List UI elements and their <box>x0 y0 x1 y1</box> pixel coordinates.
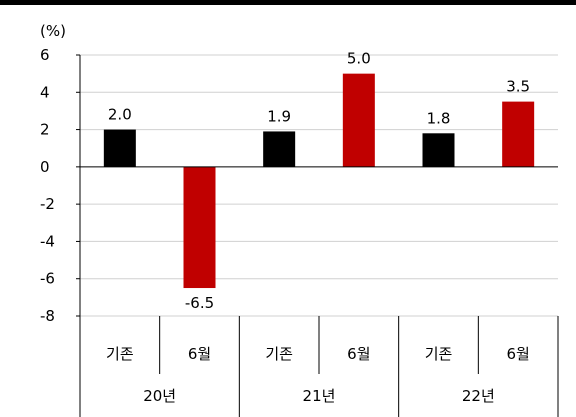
gridlines <box>80 54 558 317</box>
top-rule <box>0 0 576 5</box>
group-label: 22년 <box>462 387 495 405</box>
data-labels: 2.0 -6.5 1.9 5.0 1.8 3.5 <box>108 50 530 312</box>
bar <box>103 129 136 167</box>
y-tick-label: -4 <box>40 232 55 250</box>
data-label: -6.5 <box>185 294 214 312</box>
y-tick-label: 6 <box>40 46 50 64</box>
data-label: 5.0 <box>347 50 371 68</box>
bars <box>103 73 535 289</box>
bar <box>342 73 375 167</box>
data-label: 3.5 <box>506 78 530 96</box>
y-tick-label: 2 <box>40 121 50 139</box>
unit-label: (%) <box>40 22 66 40</box>
bar <box>183 166 216 289</box>
bar <box>422 133 455 167</box>
group-label: 20년 <box>143 387 176 405</box>
data-label: 1.9 <box>267 107 291 125</box>
bar <box>502 101 535 167</box>
axes <box>79 55 558 316</box>
y-axis-ticks: 6 4 2 0 -2 -4 -6 -8 <box>40 46 80 325</box>
y-tick-label: 4 <box>40 83 50 101</box>
category-label: 기존 <box>106 345 134 363</box>
bar <box>263 131 296 167</box>
y-tick-label: -6 <box>40 270 55 288</box>
category-label: 6월 <box>188 345 211 363</box>
category-table: 기존 6월 기존 6월 기존 6월 20년 21년 22년 <box>79 316 559 417</box>
data-label: 1.8 <box>427 109 451 127</box>
data-label: 2.0 <box>108 106 132 124</box>
category-label: 6월 <box>506 345 529 363</box>
group-label: 21년 <box>303 387 336 405</box>
category-label: 6월 <box>347 345 370 363</box>
category-label: 기존 <box>265 345 293 363</box>
y-tick-label: 0 <box>40 158 50 176</box>
y-tick-label: -8 <box>40 307 55 325</box>
category-label: 기존 <box>425 345 453 363</box>
y-tick-label: -2 <box>40 195 55 213</box>
